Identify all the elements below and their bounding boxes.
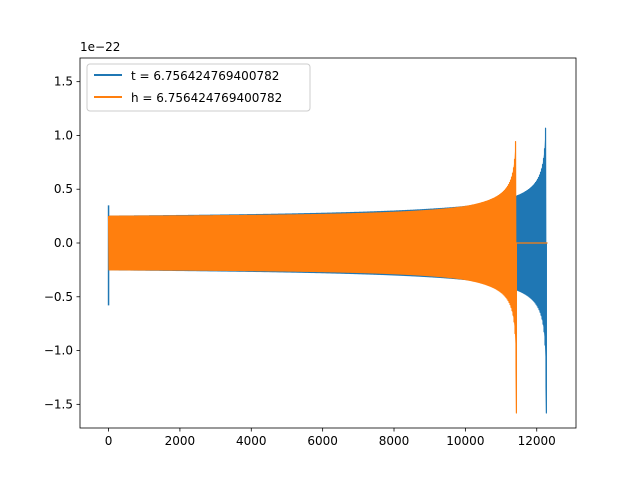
legend-label-h: h = 6.756424769400782 bbox=[131, 91, 282, 105]
y-tick-label: 1.5 bbox=[54, 75, 73, 89]
x-tick-label: 8000 bbox=[379, 434, 410, 448]
x-axis: 0 2000 4000 6000 8000 10000 12000 bbox=[105, 428, 556, 448]
series-layer bbox=[107, 127, 548, 414]
series-line bbox=[107, 140, 548, 414]
y-tick-label: −1.5 bbox=[44, 397, 73, 411]
x-tick-label: 4000 bbox=[236, 434, 267, 448]
y-tick-label: −0.5 bbox=[44, 290, 73, 304]
y-tick-label: −1.0 bbox=[44, 344, 73, 358]
y-tick-label: 0.0 bbox=[54, 236, 73, 250]
plot-area bbox=[80, 58, 576, 428]
y-offset-label: 1e−22 bbox=[80, 40, 120, 54]
legend-box bbox=[86, 63, 311, 112]
series-1 bbox=[107, 140, 548, 414]
legend-label-t: t = 6.756424769400782 bbox=[131, 69, 279, 83]
x-tick-label: 6000 bbox=[307, 434, 338, 448]
x-tick-label: 2000 bbox=[165, 434, 196, 448]
y-tick-label: 1.0 bbox=[54, 128, 73, 142]
x-tick-label: 0 bbox=[105, 434, 113, 448]
legend: t = 6.756424769400782 h = 6.756424769400… bbox=[86, 63, 311, 112]
x-tick-label: 10000 bbox=[446, 434, 484, 448]
x-tick-label: 12000 bbox=[518, 434, 556, 448]
y-tick-label: 0.5 bbox=[54, 182, 73, 196]
y-axis: −1.5 −1.0 −0.5 0.0 0.5 1.0 1.5 bbox=[44, 75, 80, 411]
